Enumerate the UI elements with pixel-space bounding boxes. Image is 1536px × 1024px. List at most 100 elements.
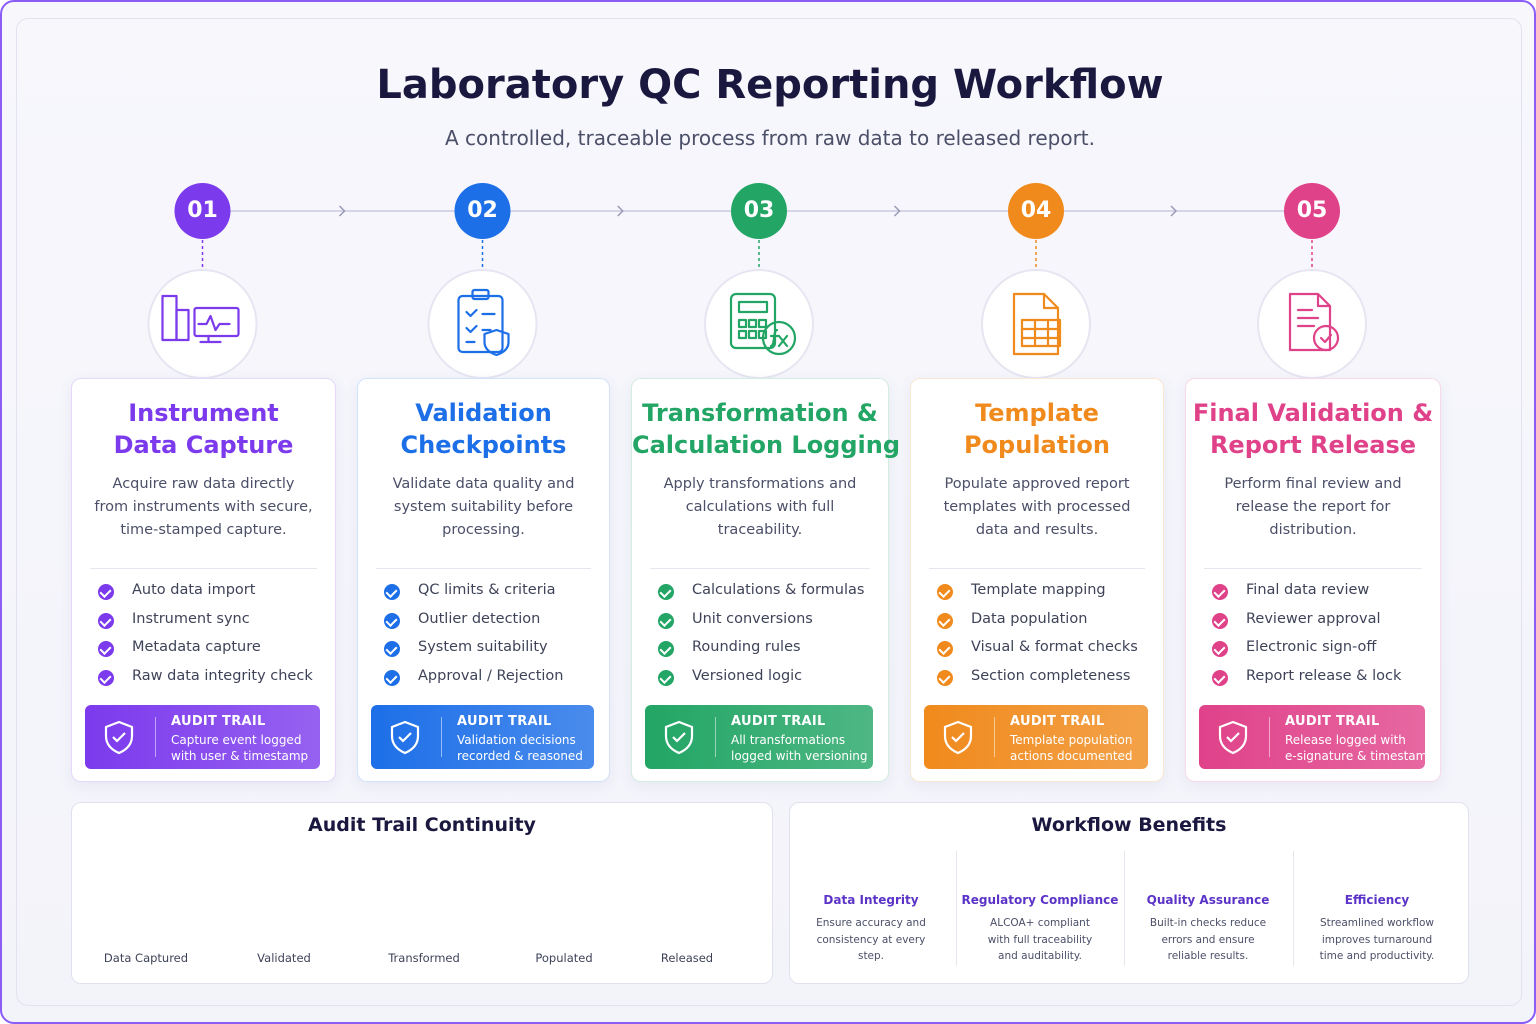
step-card: Instrument Data Capture Acquire raw data d…: [71, 378, 336, 782]
check-text: Calculations & formulas: [692, 582, 865, 598]
arrow: [617, 205, 624, 217]
check-mark: [385, 642, 398, 656]
audit-text: All transformations: [731, 733, 846, 747]
icon: [457, 288, 510, 357]
check-text: Rounding rules: [692, 639, 801, 655]
i: [747, 329, 758, 340]
step-card: Transformation & Calculation Logging Apply…: [631, 378, 900, 782]
check-text: Auto data import: [132, 582, 256, 598]
check-icon: [1212, 641, 1228, 657]
check-mark: [659, 671, 672, 684]
check-icon: [98, 584, 114, 600]
audit-sep: [994, 717, 995, 757]
check-mark: [385, 585, 398, 599]
audit-text: with user & timestamp: [171, 749, 309, 763]
arrow: [338, 205, 346, 217]
audit-text: Template population: [1010, 733, 1133, 747]
i: [390, 720, 420, 755]
step-description: Validate data quality and system suitabi…: [392, 476, 575, 538]
i: [729, 292, 777, 350]
i: [761, 320, 797, 356]
benefit-text: and auditability.: [998, 950, 1082, 962]
check-mark: [99, 614, 112, 627]
check-icon: [658, 669, 674, 686]
step-number: 01: [187, 198, 218, 223]
i: [747, 318, 758, 329]
i: [457, 294, 504, 354]
step-description: Populate approved report templates with …: [943, 476, 1131, 538]
stage-label: Transformed: [388, 951, 460, 965]
check-icon: [937, 612, 953, 629]
i: [112, 732, 126, 743]
audit-shield: [104, 720, 134, 755]
benefit-text: Built-in checks reduce: [1149, 917, 1267, 929]
check-text: Template mapping: [971, 582, 1106, 598]
audit-label: AUDIT TRAIL: [1285, 714, 1380, 729]
audit-box: AUDIT TRAIL Template population actions do…: [924, 705, 1148, 769]
benefits-panel: Workflow Benefits Data Integrity Ensure ac…: [789, 802, 1469, 984]
icon: [161, 294, 240, 344]
check-mark: [1213, 614, 1226, 627]
check-mark: [659, 585, 672, 599]
i: [737, 300, 769, 314]
check-icon: [937, 584, 953, 600]
check-icon: [384, 641, 400, 657]
step-title: Checkpoints: [400, 431, 567, 459]
i: [483, 328, 510, 357]
audit-sep: [715, 717, 716, 757]
check-mark: [938, 642, 951, 656]
i: [1226, 732, 1240, 743]
audit-box: AUDIT TRAIL Release logged with e-signatur…: [1199, 705, 1435, 769]
check-icon: [384, 612, 400, 629]
stage-label: Populated: [535, 951, 593, 965]
i: [1312, 324, 1340, 352]
step-number-circle: [174, 183, 231, 239]
step-description: Acquire raw data directly from instrumen…: [94, 476, 313, 538]
check-text: System suitability: [418, 639, 548, 655]
step-title: Template: [975, 399, 1099, 427]
step-card: Template Population Populate approved repo…: [910, 378, 1164, 782]
i: [193, 306, 240, 338]
check-icon: [1212, 669, 1228, 686]
audit-shield: [390, 720, 420, 755]
i: [1012, 292, 1060, 356]
check-icon: [658, 612, 674, 629]
check-icon: [937, 669, 953, 686]
check-text: Reviewer approval: [1246, 610, 1381, 627]
benefit-text: time and productivity.: [1319, 950, 1435, 962]
audit-text: Validation decisions: [457, 733, 576, 747]
benefit-sep: [955, 851, 957, 966]
i: [471, 288, 490, 301]
benefit-title: Data Integrity: [823, 893, 919, 907]
benefit-title: Quality Assurance: [1146, 893, 1270, 907]
stage-label: Validated: [257, 951, 311, 965]
icon-circle: [427, 269, 538, 379]
check-icon: [384, 584, 400, 600]
audit-label: AUDIT TRAIL: [457, 714, 552, 729]
step-card: Final Validation & Report Release Perform …: [1185, 378, 1441, 782]
check-icon: [658, 641, 674, 657]
check-text: Approval / Rejection: [418, 667, 564, 684]
audit-label: AUDIT TRAIL: [171, 714, 266, 729]
benefit-title: Efficiency: [1344, 893, 1410, 907]
i: [943, 720, 973, 755]
check-text: Final data review: [1246, 582, 1370, 598]
i: [398, 732, 412, 743]
audit-label: AUDIT TRAIL: [731, 714, 826, 729]
stage-label: Data Captured: [103, 951, 189, 965]
step-number: 02: [467, 198, 498, 223]
audit-text: Capture event logged: [171, 733, 302, 747]
arrow: [1170, 205, 1178, 217]
i: [664, 720, 694, 755]
benefit-title: Regulatory Compliance: [961, 893, 1119, 907]
benefit-text: ALCOA+ compliant: [990, 917, 1090, 929]
step-title: Validation: [415, 399, 552, 427]
i: [1319, 333, 1333, 344]
audit-text: recorded & reasoned: [457, 749, 583, 763]
i: [672, 732, 686, 743]
check-icon: [937, 641, 953, 657]
step-title: Data Capture: [113, 431, 294, 459]
divider: [650, 568, 870, 569]
icon: [1288, 292, 1340, 352]
subtitle: A controlled, traceable process from raw…: [445, 126, 1095, 150]
